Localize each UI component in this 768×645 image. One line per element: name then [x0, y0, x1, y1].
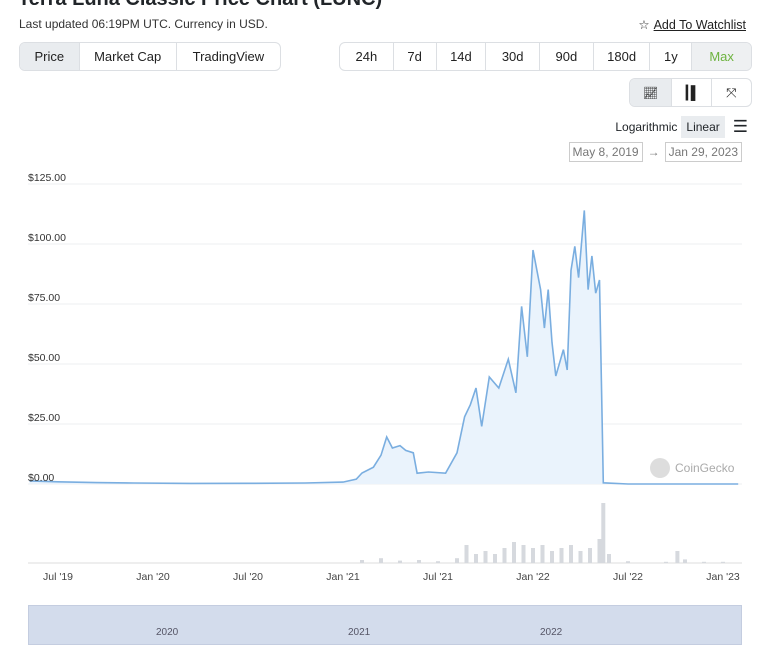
y-tick-label: $0.00: [28, 472, 55, 484]
volume-bar: [398, 560, 402, 563]
add-to-watchlist-link[interactable]: ☆ Add To Watchlist: [638, 17, 746, 33]
navigator-label: 2020: [156, 627, 179, 638]
y-tick-label: $50.00: [28, 352, 61, 364]
volume-bar: [588, 548, 592, 563]
range-1y[interactable]: 1y: [650, 43, 693, 70]
volume-bar: [531, 548, 535, 563]
volume-bar: [578, 551, 583, 563]
volume-bar: [483, 551, 488, 563]
x-tick-label: Jan '22: [516, 571, 550, 583]
volume-bar: [675, 551, 680, 563]
linear-button[interactable]: Linear: [681, 116, 725, 138]
volume-bar: [607, 554, 611, 563]
volume-bar: [540, 545, 545, 563]
volume-bar: [379, 558, 383, 563]
y-tick-label: $100.00: [28, 232, 66, 244]
tab-market-cap[interactable]: Market Cap: [80, 43, 177, 70]
volume-bar: [464, 545, 469, 563]
date-range: May 8, 2019 → Jan 29, 2023: [568, 142, 742, 162]
range-90d[interactable]: 90d: [540, 43, 594, 70]
navigator[interactable]: [28, 605, 742, 645]
volume-bar: [626, 561, 630, 563]
page-title: Terra Luna Classic Price Chart (LUNC): [18, 0, 382, 11]
y-tick-label: $125.00: [28, 172, 66, 184]
tab-tradingview[interactable]: TradingView: [192, 49, 265, 64]
volume-bar: [702, 561, 706, 563]
range-tabs: 24h 7d 14d 30d 90d 180d 1y Max: [339, 42, 752, 71]
watchlist-label: Add To Watchlist: [653, 17, 746, 32]
volume-bar: [512, 542, 516, 563]
x-tick-label: Jan '23: [706, 571, 740, 583]
volume-bar: [597, 539, 602, 563]
x-tick-label: Jul '19: [42, 571, 74, 583]
menu-icon[interactable]: ☰: [732, 117, 748, 136]
fullscreen-icon[interactable]: ⤧: [726, 84, 737, 100]
navigator-label: 2022: [540, 627, 563, 638]
scale-toggle: Logarithmic Linear ☰: [615, 116, 748, 138]
range-24h[interactable]: 24h: [340, 43, 394, 70]
volume-bar: [550, 551, 554, 563]
range-30d[interactable]: 30d: [486, 43, 541, 70]
volume-bar: [664, 561, 668, 563]
star-icon: ☆: [638, 18, 650, 32]
last-updated: Last updated 06:19PM UTC. Currency in US…: [19, 17, 268, 31]
volume-bar: [474, 554, 478, 563]
chart-type-tabs: 📈︎ ┃▌ ⤧: [629, 78, 752, 107]
volume-bar: [721, 561, 725, 563]
x-tick-label: Jul '20: [232, 571, 264, 583]
y-tick-label: $25.00: [28, 412, 61, 424]
date-to-input[interactable]: Jan 29, 2023: [664, 142, 742, 162]
volume-bar: [417, 560, 421, 563]
price-area: [29, 210, 739, 484]
watermark-text: CoinGecko: [675, 461, 735, 475]
range-180d[interactable]: 180d: [594, 43, 651, 70]
volume-bar: [502, 548, 507, 563]
date-from-input[interactable]: May 8, 2019: [568, 142, 643, 162]
volume-bar: [601, 503, 606, 563]
range-7d[interactable]: 7d: [394, 43, 437, 70]
navigator-label: 2021: [348, 627, 371, 638]
coingecko-logo-icon: [650, 458, 670, 478]
volume-bar: [493, 554, 497, 563]
view-tabs: Price Market Cap TradingView: [19, 42, 281, 71]
volume-bar: [360, 560, 364, 563]
line-chart-icon[interactable]: 📈︎: [630, 79, 673, 106]
x-tick-label: Jan '21: [326, 571, 360, 583]
logarithmic-button[interactable]: Logarithmic: [615, 120, 678, 134]
x-tick-label: Jul '22: [612, 571, 644, 583]
arrow-icon: →: [647, 145, 660, 159]
x-tick-label: Jan '20: [136, 571, 170, 583]
range-14d[interactable]: 14d: [437, 43, 487, 70]
volume-bar: [436, 561, 440, 563]
coingecko-watermark: CoinGecko: [650, 458, 734, 478]
candlestick-icon[interactable]: ┃▌: [672, 79, 712, 106]
volume-bar: [455, 558, 459, 563]
y-tick-label: $75.00: [28, 292, 61, 304]
volume-bar: [683, 559, 687, 563]
volume-bar: [559, 548, 564, 563]
price-line: [29, 210, 739, 485]
tab-price[interactable]: Price: [20, 43, 80, 70]
range-max[interactable]: Max: [692, 43, 751, 70]
volume-bar: [521, 545, 526, 563]
x-tick-label: Jul '21: [422, 571, 454, 583]
volume-bar: [569, 545, 573, 563]
